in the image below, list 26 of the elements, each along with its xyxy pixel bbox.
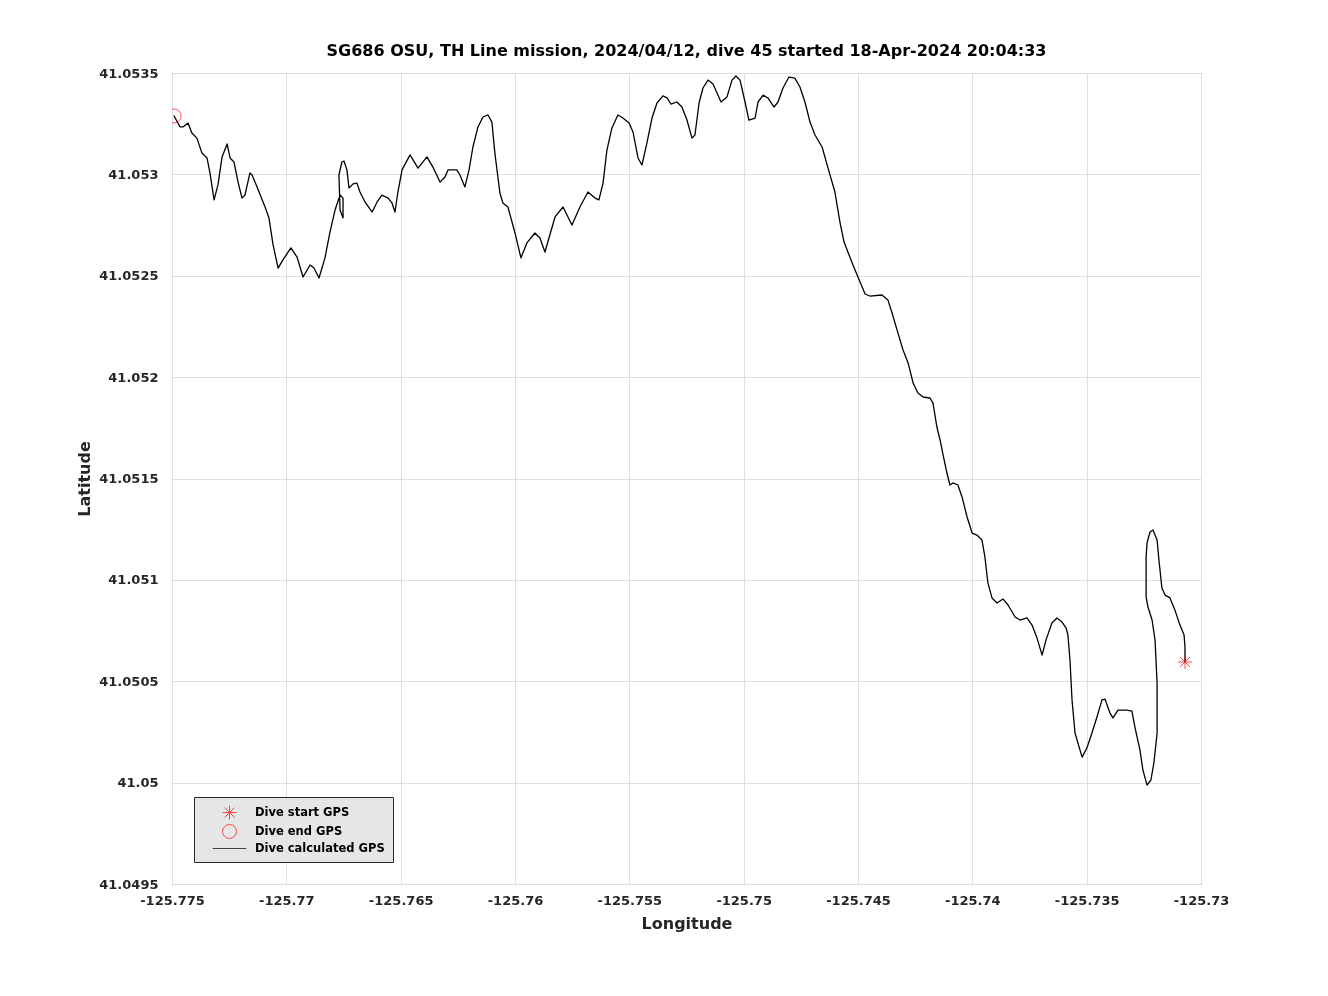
y-tick-label: 41.0515 [99, 471, 159, 486]
y-tick-label: 41.051 [108, 572, 159, 588]
y-tick-label: 41.0495 [99, 876, 159, 892]
x-tick-label: -125.73 [1173, 892, 1230, 908]
y-tick-label: 41.0525 [99, 268, 159, 284]
y-tick-label: 41.05 [117, 775, 159, 791]
x-tick-label: -125.735 [1054, 892, 1120, 908]
x-tick-label: -125.74 [945, 892, 1001, 908]
chart-title: SG686 OSU, TH Line mission, 2024/04/12, dive 45 started 18-Apr-2024 20:04:33 [326, 41, 1047, 60]
y-tick-label: 41.052 [108, 369, 159, 385]
x-tick-label: -125.765 [368, 892, 434, 908]
x-tick-label: -125.745 [826, 892, 891, 908]
x-tick-label: -125.76 [487, 892, 544, 908]
x-tick-label: -125.775 [140, 892, 205, 908]
x-tick-label: -125.755 [597, 892, 663, 908]
y-tick-label: 41.0535 [99, 65, 159, 81]
y-axis-title: Latitude [75, 441, 95, 517]
y-tick-label: 41.0505 [99, 673, 159, 689]
x-tick-label: -125.77 [259, 892, 315, 908]
x-tick-label: -125.75 [716, 892, 772, 908]
line-series [173, 75, 1186, 786]
legend-label: Dive start GPS [255, 804, 350, 819]
legend-label: Dive calculated GPS [255, 840, 385, 855]
y-tick-label: 41.053 [108, 166, 159, 182]
legend-label: Dive end GPS [255, 823, 343, 838]
x-axis-title: Longitude [641, 913, 733, 933]
